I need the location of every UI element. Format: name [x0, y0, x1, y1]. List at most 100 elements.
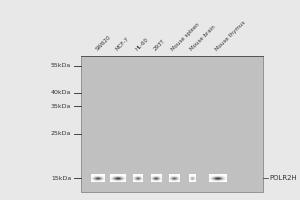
Bar	[194, 176, 195, 177]
Bar	[193, 176, 194, 177]
Bar	[191, 175, 192, 176]
Bar	[153, 177, 154, 178]
Bar	[169, 179, 170, 180]
Bar	[217, 176, 218, 177]
Bar	[102, 181, 103, 182]
Bar	[224, 174, 225, 175]
Bar	[112, 181, 113, 182]
Bar	[192, 180, 193, 181]
Bar	[93, 176, 94, 177]
Bar	[123, 176, 124, 177]
Bar	[194, 179, 195, 180]
Bar	[154, 175, 155, 176]
Bar	[112, 180, 113, 181]
Bar	[157, 178, 158, 179]
Bar	[194, 174, 195, 175]
Bar	[122, 180, 123, 181]
Bar	[118, 177, 119, 178]
Bar	[111, 175, 112, 176]
Bar	[92, 176, 93, 177]
Bar	[135, 177, 136, 178]
Bar	[160, 174, 161, 175]
Bar	[177, 176, 178, 177]
Bar	[97, 175, 98, 176]
Bar	[170, 174, 171, 175]
Bar	[156, 181, 157, 182]
Bar	[158, 175, 159, 176]
Bar	[142, 175, 143, 176]
Bar	[223, 175, 224, 176]
Bar	[111, 175, 112, 176]
Bar	[210, 179, 211, 180]
Bar	[213, 175, 214, 176]
Bar	[135, 179, 136, 180]
Bar	[189, 180, 190, 181]
Bar	[158, 180, 159, 181]
Bar	[151, 179, 152, 180]
Bar	[194, 180, 195, 181]
Bar	[191, 179, 192, 180]
Bar	[189, 174, 190, 175]
Bar	[124, 178, 125, 179]
Bar	[225, 181, 226, 182]
Bar	[136, 174, 137, 175]
Bar	[170, 179, 171, 180]
Bar	[158, 175, 159, 176]
Bar	[222, 175, 223, 176]
Bar	[119, 181, 120, 182]
Bar	[179, 177, 180, 178]
Bar	[141, 175, 142, 176]
Bar	[169, 178, 170, 179]
Bar	[157, 175, 158, 176]
Bar	[93, 177, 94, 178]
Bar	[221, 180, 222, 181]
Bar	[211, 175, 212, 176]
Bar	[93, 176, 94, 177]
Bar	[94, 181, 95, 182]
Bar	[173, 180, 174, 181]
Bar	[119, 181, 120, 182]
Bar	[211, 177, 212, 178]
Bar	[192, 180, 193, 181]
Bar	[190, 176, 191, 177]
Bar	[138, 181, 139, 182]
Bar	[212, 180, 213, 181]
Bar	[170, 181, 171, 182]
Bar	[118, 180, 119, 181]
Bar	[118, 180, 119, 181]
Bar	[169, 180, 170, 181]
Bar	[217, 175, 218, 176]
Bar	[212, 175, 213, 176]
Bar	[124, 175, 125, 176]
Bar	[216, 176, 217, 177]
Bar	[141, 180, 142, 181]
Bar	[113, 180, 114, 181]
Bar	[195, 175, 196, 176]
Bar	[141, 174, 142, 175]
Bar	[193, 177, 194, 178]
Bar	[118, 175, 119, 176]
Bar	[178, 175, 179, 176]
Bar	[191, 181, 192, 182]
Bar	[104, 181, 105, 182]
Bar	[225, 177, 226, 178]
Bar	[217, 175, 218, 176]
Bar	[194, 175, 195, 176]
Bar	[175, 180, 176, 181]
Bar	[101, 181, 102, 182]
Bar	[134, 180, 135, 181]
Bar	[125, 174, 126, 175]
Bar	[225, 175, 226, 176]
Bar	[101, 179, 102, 180]
Bar	[172, 179, 173, 180]
Bar	[177, 179, 178, 180]
Bar	[125, 176, 126, 177]
Bar	[212, 177, 213, 178]
Bar	[215, 176, 216, 177]
Bar	[94, 174, 95, 175]
Bar	[122, 175, 123, 176]
Bar	[151, 179, 152, 180]
Bar	[190, 181, 191, 182]
Bar	[103, 176, 104, 177]
Bar	[124, 181, 125, 182]
